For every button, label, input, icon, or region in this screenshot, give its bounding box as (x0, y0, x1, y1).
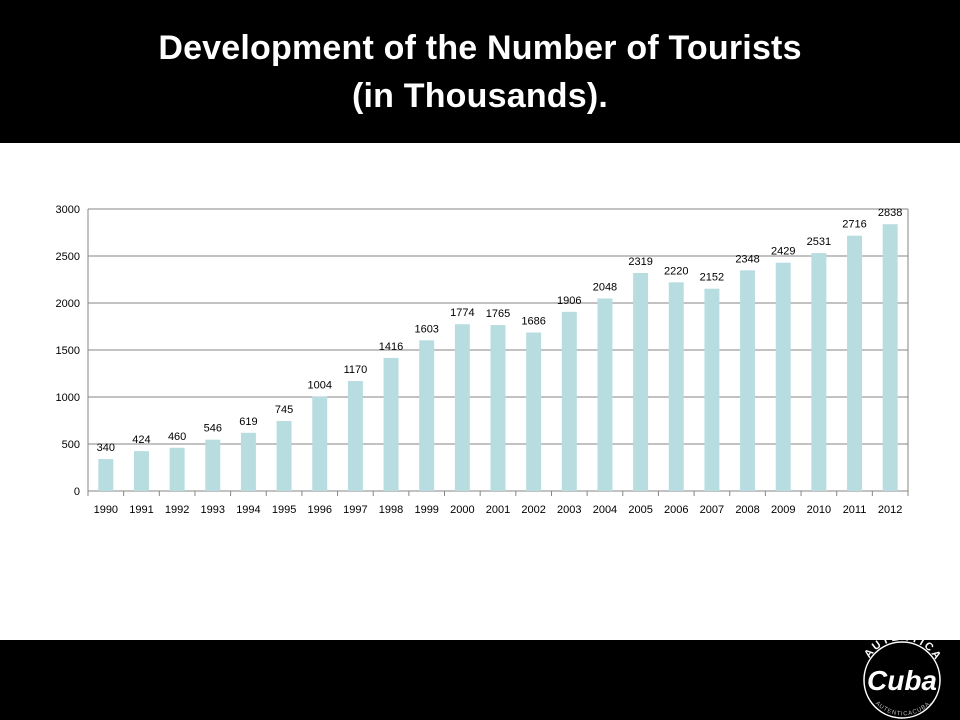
x-tick-label: 1997 (343, 504, 367, 516)
slide-title-line-2: (in Thousands). (351, 76, 609, 115)
bar (633, 273, 649, 491)
data-label: 2838 (878, 207, 902, 219)
data-label: 619 (239, 416, 257, 428)
x-tick-label: 2002 (521, 504, 545, 516)
x-tick-label: 2001 (486, 504, 510, 516)
y-tick-label: 2500 (56, 251, 80, 263)
x-tick-label: 2009 (771, 504, 795, 516)
autentica-cuba-logo: AUTÉNTICA Cuba AUTENTICACUBA.COM (852, 636, 944, 719)
data-label: 2429 (771, 246, 795, 258)
x-tick-label: 1999 (414, 504, 438, 516)
data-label: 2152 (700, 272, 724, 284)
bar (454, 324, 470, 491)
bar (740, 270, 756, 491)
x-tick-label: 2006 (664, 504, 688, 516)
x-tick-label: 2010 (807, 504, 831, 516)
x-tick-label: 2011 (843, 504, 867, 516)
data-label: 1774 (450, 307, 474, 319)
y-tick-label: 2000 (56, 298, 80, 310)
bar (383, 357, 399, 491)
y-tick-label: 0 (74, 486, 80, 498)
bar (561, 311, 577, 491)
bar (668, 282, 684, 491)
bar (775, 262, 791, 491)
data-label: 1004 (307, 380, 331, 392)
y-tick-label: 1500 (56, 345, 80, 357)
data-label: 2716 (842, 219, 866, 231)
data-label: 1170 (344, 364, 368, 376)
data-label: 424 (132, 434, 150, 446)
bar (276, 420, 292, 491)
x-tick-label: 2005 (628, 504, 652, 516)
bar (882, 224, 898, 491)
bar (347, 381, 363, 491)
bar (312, 396, 328, 491)
bar (490, 325, 506, 491)
x-tick-label: 1993 (201, 504, 225, 516)
bar (847, 235, 863, 491)
y-tick-label: 1000 (56, 392, 80, 404)
chart-area: 0 500 1000 1500 2000 2500 3000 340 1990 424 1991 46… (0, 143, 960, 640)
footer-bar (0, 640, 960, 720)
data-label: 2048 (593, 281, 617, 293)
bar (704, 288, 720, 491)
data-label: 1416 (379, 341, 403, 353)
data-label: 2319 (628, 256, 652, 268)
logo-main-text: Cuba (867, 665, 937, 696)
x-tick-label: 2012 (878, 504, 902, 516)
y-tick-label: 3000 (56, 204, 80, 216)
x-tick-label: 2007 (700, 504, 724, 516)
x-tick-label: 1992 (165, 504, 189, 516)
slide-title-line-1: Development of the Number of Tourists (158, 28, 802, 67)
x-tick-label: 1998 (379, 504, 403, 516)
data-label: 1906 (557, 295, 581, 307)
bar (597, 298, 613, 491)
x-tick-label: 1990 (94, 504, 118, 516)
x-tick-label: 2004 (593, 504, 617, 516)
data-label: 2531 (807, 236, 831, 248)
data-label: 745 (275, 404, 293, 416)
bar (419, 340, 435, 491)
title-bar: Development of the Number of Tourists (i… (0, 0, 960, 143)
x-tick-label: 1994 (236, 504, 260, 516)
bar (811, 253, 827, 491)
bar (98, 459, 114, 491)
data-label: 546 (204, 423, 222, 435)
y-tick-label: 500 (62, 439, 80, 451)
x-tick-label: 2008 (735, 504, 759, 516)
logo-ring (863, 641, 941, 719)
data-label: 340 (97, 442, 115, 454)
logo-top-text: AUTÉNTICA (862, 636, 944, 663)
bar (133, 451, 149, 491)
data-label: 2348 (735, 253, 759, 265)
data-label: 1686 (521, 316, 545, 328)
bar (240, 432, 256, 491)
data-label: 460 (168, 431, 186, 443)
bar (205, 439, 221, 491)
x-tick-label: 1995 (272, 504, 296, 516)
x-tick-label: 1991 (129, 504, 153, 516)
data-label: 1603 (414, 323, 438, 335)
x-tick-label: 2003 (557, 504, 581, 516)
data-label: 2220 (664, 265, 688, 277)
bar (169, 447, 185, 491)
data-label: 1765 (486, 308, 510, 320)
bar-chart: 0 500 1000 1500 2000 2500 3000 340 1990 424 1991 46… (56, 204, 909, 516)
bar (526, 332, 542, 491)
x-tick-label: 2000 (450, 504, 474, 516)
x-tick-label: 1996 (307, 504, 331, 516)
